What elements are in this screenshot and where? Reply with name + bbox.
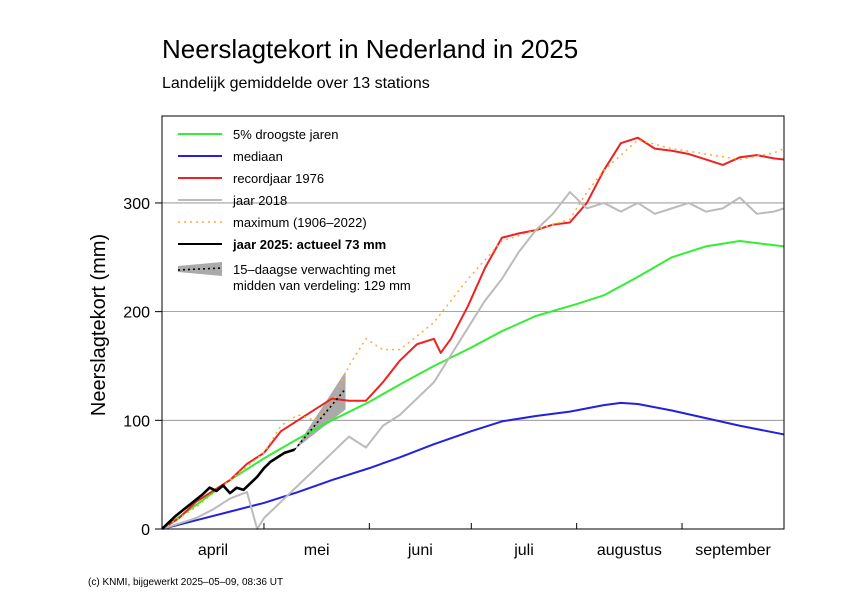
plot-border	[161, 115, 785, 530]
legend-label-line: midden van verdeling: 129 mm	[233, 278, 411, 293]
legend-label: 15–daagse verwachting met midden van verd…	[233, 262, 411, 293]
series-line	[161, 191, 785, 530]
y-tick-label: 100	[123, 413, 150, 430]
forecast-line	[293, 388, 347, 451]
x-tick-label: juli	[513, 542, 534, 559]
legend-label: maximum (1906–2022)	[233, 215, 367, 230]
x-tick-label: april	[198, 542, 228, 559]
x-axis: april mei juni juli augustus september	[198, 523, 771, 559]
y-tick-label: 200	[123, 305, 150, 322]
footer-credit: (c) KNMI, bijgewerkt 2025–05–09, 08:36 U…	[88, 577, 283, 588]
legend-label: jaar 2018	[232, 193, 287, 208]
gridlines	[162, 202, 784, 421]
x-tick-label: mei	[304, 542, 330, 559]
legend-label: recordjaar 1976	[233, 171, 324, 186]
legend-swatch	[177, 267, 223, 271]
x-tick-label: augustus	[597, 542, 662, 559]
legend-swatch	[178, 262, 222, 276]
x-tick-label: september	[695, 542, 771, 559]
legend-label: jaar 2025: actueel 73 mm	[232, 237, 386, 252]
y-axis-label: Neerslagtekort (mm)	[88, 234, 110, 416]
series-lines	[161, 136, 785, 530]
chart-subtitle: Landelijk gemiddelde over 13 stations	[162, 75, 430, 92]
legend: 5% droogste jaren mediaan recordjaar 1976 j…	[177, 127, 411, 293]
chart-title: Neerslagtekort in Nederland in 2025	[162, 34, 578, 64]
y-tick-label: 0	[141, 522, 150, 539]
y-axis: 0 100 200 300	[123, 196, 162, 539]
y-tick-label: 300	[123, 196, 150, 213]
legend-label: mediaan	[233, 149, 283, 164]
plot-frame	[161, 115, 785, 530]
forecast-band	[294, 371, 346, 450]
series-line	[161, 401, 785, 530]
series-line	[161, 239, 785, 530]
x-tick-label: juni	[407, 542, 433, 559]
series-line	[161, 136, 785, 530]
legend-label-line: 15–daagse verwachting met	[233, 262, 396, 277]
legend-label: 5% droogste jaren	[233, 127, 339, 142]
series-line	[161, 448, 295, 530]
